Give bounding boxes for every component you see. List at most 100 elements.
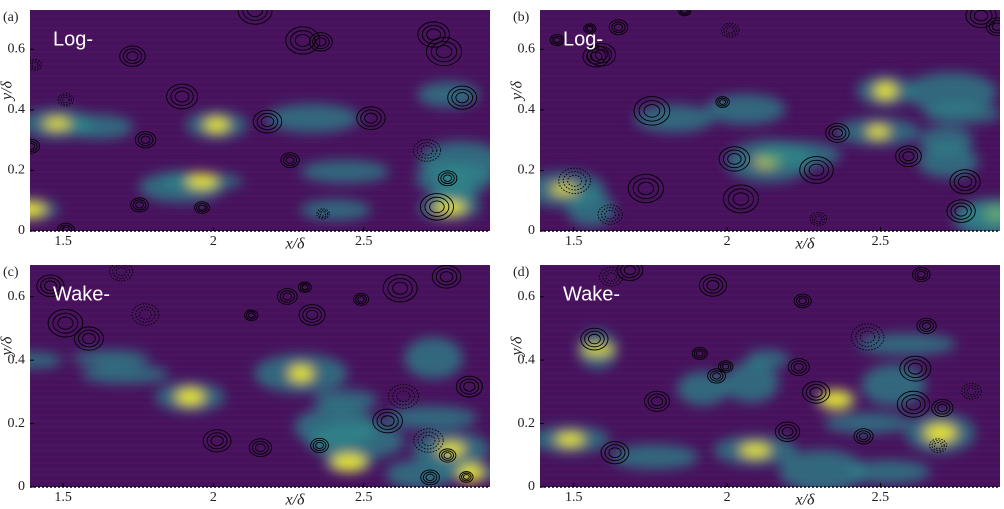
panel bbox=[30, 10, 490, 231]
y-tick-label: 0 bbox=[528, 223, 535, 238]
contour-line bbox=[859, 330, 876, 344]
contour-line bbox=[196, 202, 208, 213]
contour-line bbox=[447, 85, 478, 110]
contour-line bbox=[422, 471, 438, 484]
y-axis-label: y/δ bbox=[509, 80, 526, 102]
field-peak bbox=[819, 390, 852, 409]
panel-annotation: Wake- bbox=[563, 283, 620, 305]
contour-line bbox=[443, 452, 452, 459]
contour-line bbox=[696, 350, 704, 357]
contour-line bbox=[30, 138, 40, 154]
contour-line bbox=[850, 323, 885, 351]
contour-line bbox=[778, 424, 797, 440]
contour-line bbox=[425, 37, 463, 67]
contour-line bbox=[732, 192, 750, 206]
contour-line bbox=[937, 403, 948, 413]
contour-line bbox=[435, 268, 458, 286]
contour-line bbox=[30, 142, 36, 150]
field-blob bbox=[723, 362, 779, 403]
contour-line bbox=[170, 87, 194, 106]
contour-line bbox=[604, 444, 626, 462]
y-tick-label: 0.4 bbox=[8, 352, 26, 367]
contour-line bbox=[135, 306, 156, 323]
contour-line bbox=[608, 447, 622, 459]
contour-line bbox=[131, 303, 160, 326]
contour-line bbox=[558, 167, 591, 194]
contour-line bbox=[679, 10, 690, 15]
contour-line bbox=[298, 304, 326, 326]
contour-line bbox=[727, 188, 755, 210]
contour-line bbox=[717, 97, 728, 107]
field-blob bbox=[30, 351, 63, 369]
contour-line bbox=[115, 267, 127, 277]
contour-line bbox=[451, 88, 474, 107]
contour-line bbox=[905, 398, 922, 411]
contour-line bbox=[421, 24, 446, 45]
contour-line bbox=[796, 295, 810, 307]
contour-line bbox=[637, 181, 655, 196]
y-tick-label: 0.4 bbox=[518, 102, 536, 117]
contour-line bbox=[651, 396, 664, 407]
contour-line bbox=[441, 450, 455, 461]
contour-line bbox=[611, 21, 626, 34]
field-blob bbox=[419, 140, 490, 182]
contour-line bbox=[693, 348, 706, 359]
x-axis-label: x/δ bbox=[795, 236, 816, 253]
contour-line bbox=[244, 309, 259, 322]
contour-line bbox=[109, 265, 134, 282]
contour-line bbox=[553, 37, 561, 43]
contour-line bbox=[421, 434, 436, 447]
contour-line bbox=[318, 209, 328, 218]
contour-line bbox=[899, 355, 932, 382]
contour-line bbox=[600, 207, 620, 222]
contour-line bbox=[616, 265, 644, 281]
contour-line bbox=[916, 270, 926, 278]
contour-line bbox=[210, 435, 224, 447]
contour-line bbox=[725, 26, 735, 34]
contour-line bbox=[643, 104, 661, 118]
contour-line bbox=[357, 296, 365, 303]
contour-line bbox=[790, 360, 807, 374]
contour-line bbox=[805, 384, 827, 401]
contour-line bbox=[966, 387, 977, 396]
contour-line bbox=[305, 309, 319, 320]
panel bbox=[540, 265, 1000, 487]
contour-line bbox=[312, 439, 327, 452]
x-axis-label: x/δ bbox=[285, 236, 306, 253]
contour-line bbox=[901, 394, 926, 415]
field-peak bbox=[175, 388, 205, 406]
contour-line bbox=[985, 17, 1000, 36]
contour-line bbox=[429, 200, 445, 214]
contour-line bbox=[247, 312, 255, 319]
contour-line bbox=[463, 381, 476, 392]
contour-line bbox=[934, 401, 951, 415]
x-tick-label: 2 bbox=[210, 234, 217, 249]
contour-line bbox=[623, 265, 637, 276]
y-tick-label: 0.4 bbox=[518, 352, 536, 367]
contour-line bbox=[549, 34, 565, 47]
x-tick-label: 2 bbox=[724, 490, 731, 505]
y-axis-label: y/δ bbox=[0, 80, 16, 102]
contour-line bbox=[681, 10, 688, 14]
contour-line bbox=[961, 382, 982, 400]
contour-line bbox=[799, 156, 834, 184]
field-blob bbox=[265, 103, 360, 133]
panel-annotation: Log- bbox=[563, 28, 603, 50]
panel-label: (d) bbox=[513, 265, 530, 280]
contour-line bbox=[56, 222, 75, 231]
contour-line bbox=[455, 92, 470, 104]
contour-line bbox=[459, 378, 480, 395]
contour-line bbox=[600, 441, 630, 465]
panel bbox=[30, 265, 490, 487]
x-tick-label: 2.5 bbox=[872, 490, 890, 505]
contour-line bbox=[137, 133, 154, 147]
contour-line bbox=[678, 10, 692, 17]
contour-line bbox=[134, 131, 157, 149]
field-blob bbox=[300, 160, 390, 184]
contour-line bbox=[727, 153, 742, 165]
contour-line bbox=[112, 265, 131, 279]
contour-line bbox=[439, 271, 454, 283]
contour-line bbox=[798, 297, 807, 305]
contour-line bbox=[308, 32, 333, 52]
